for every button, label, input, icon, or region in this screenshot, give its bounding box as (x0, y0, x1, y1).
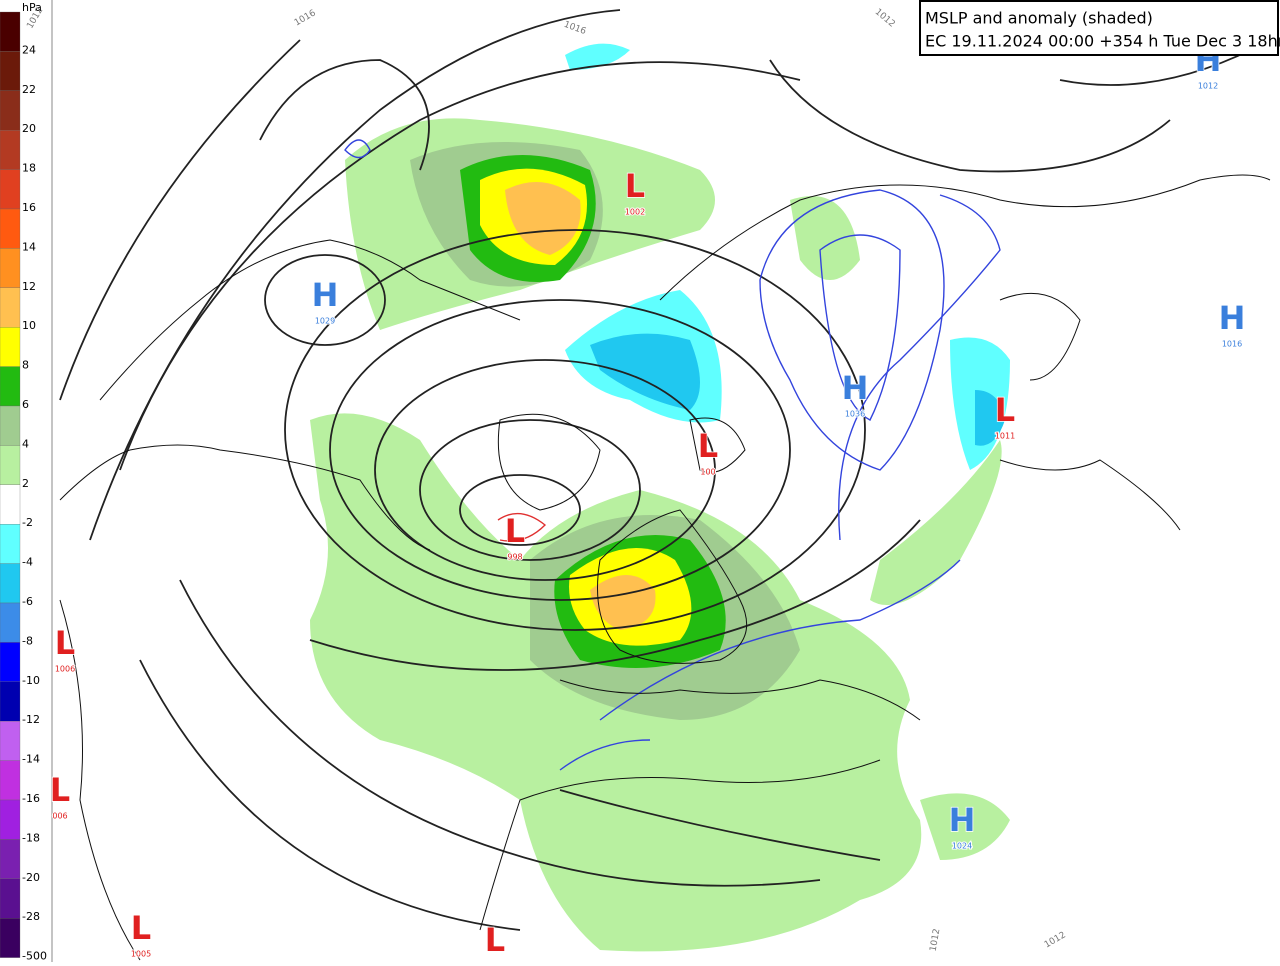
center-value: 100 (700, 468, 715, 477)
colorbar-label: -500 (22, 950, 47, 962)
center-value: 1005 (131, 950, 151, 959)
center-value: 1024 (952, 842, 972, 851)
colorbar-swatch (0, 721, 21, 761)
colorbar-swatch (0, 11, 21, 52)
colorbar-label: 24 (22, 43, 36, 56)
map-area (52, 0, 1280, 962)
colorbar-label: 14 (22, 240, 36, 253)
colorbar-label: 18 (22, 162, 36, 175)
colorbar-swatch (0, 524, 21, 564)
colorbar-label: 2 (22, 477, 29, 490)
title-line: EC 19.11.2024 00:00 +354 h Tue Dec 3 18h… (925, 32, 1280, 51)
center-value: 006 (52, 812, 67, 821)
high-isobars (344, 139, 1001, 771)
low-isobar (497, 512, 547, 542)
center-value: 1011 (995, 432, 1015, 441)
center-letter: L (625, 167, 645, 205)
colorbar-label: 12 (22, 280, 36, 293)
colorbar-swatch (0, 642, 21, 682)
colorbar-unit: hPa (22, 1, 42, 14)
colorbar-label: -6 (22, 595, 33, 608)
colorbar-label: -4 (22, 556, 33, 569)
anomaly-orange (505, 182, 656, 630)
center-letter: L (698, 427, 718, 465)
colorbar-label: -18 (22, 831, 40, 844)
anomaly-blue (590, 333, 1005, 446)
center-value: 1016 (1222, 340, 1242, 349)
center-letter: H (842, 369, 869, 407)
colorbar-swatch (0, 90, 21, 131)
colorbar-swatch (0, 484, 21, 525)
colorbar-swatch (0, 602, 21, 643)
colorbar-swatch (0, 366, 21, 407)
colorbar-swatch (0, 327, 21, 367)
isobars (59, 9, 1271, 931)
colorbar-swatch (0, 51, 21, 91)
colorbar-swatch (0, 918, 21, 958)
colorbar-swatch (0, 405, 21, 446)
colorbar-label: -20 (22, 871, 40, 884)
colorbar-label: -12 (22, 713, 40, 726)
colorbar-swatch (0, 248, 21, 288)
center-letter: L (995, 391, 1015, 429)
colorbar-label: -10 (22, 674, 40, 687)
colorbar-swatch (0, 208, 21, 249)
colorbar-label: 10 (22, 319, 36, 332)
center-letter: H (1219, 299, 1246, 337)
title-box: MSLP and anomaly (shaded) EC 19.11.2024 … (919, 0, 1280, 56)
center-letter: L (50, 771, 70, 809)
colorbar-swatch (0, 287, 21, 328)
center-value: 1002 (625, 208, 645, 217)
colorbar-label: -14 (22, 753, 40, 766)
colorbar-label: 4 (22, 437, 29, 450)
colorbar-label: 20 (22, 122, 36, 135)
colorbar-swatch (0, 681, 21, 722)
colorbar-label: -2 (22, 516, 33, 529)
colorbar-label: 8 (22, 359, 29, 372)
colorbar-swatch (0, 169, 21, 210)
colorbar-label: -16 (22, 792, 40, 805)
center-letter: H (949, 801, 976, 839)
center-value: 998 (507, 553, 522, 562)
center-value: 1006 (55, 665, 75, 674)
colorbar-swatch (0, 799, 21, 840)
colorbar-label: 6 (22, 398, 29, 411)
colorbar-swatch (0, 839, 21, 879)
title-frame (919, 0, 1279, 56)
center-letter: L (131, 909, 151, 947)
center-letter: L (55, 624, 75, 662)
colorbar-label: 16 (22, 201, 36, 214)
contour-label: 1012 (929, 928, 943, 952)
coastlines (59, 174, 1271, 961)
title-line: MSLP and anomaly (shaded) (925, 9, 1153, 28)
center-letter: L (485, 921, 505, 959)
colorbar-swatch (0, 130, 21, 170)
center-value: 1029 (315, 317, 335, 326)
center-value: 1012 (1198, 82, 1218, 91)
colorbar-swatch (0, 878, 21, 919)
center-letter: L (505, 512, 525, 550)
center-letter: H (312, 276, 339, 314)
center-value: 1036 (845, 410, 865, 419)
colorbar-label: -8 (22, 634, 33, 647)
colorbar-swatch (0, 563, 21, 604)
colorbar-swatch (0, 445, 21, 485)
colorbar-swatch (0, 760, 21, 801)
colorbar-label: 22 (22, 83, 36, 96)
colorbar-label: -28 (22, 910, 40, 923)
